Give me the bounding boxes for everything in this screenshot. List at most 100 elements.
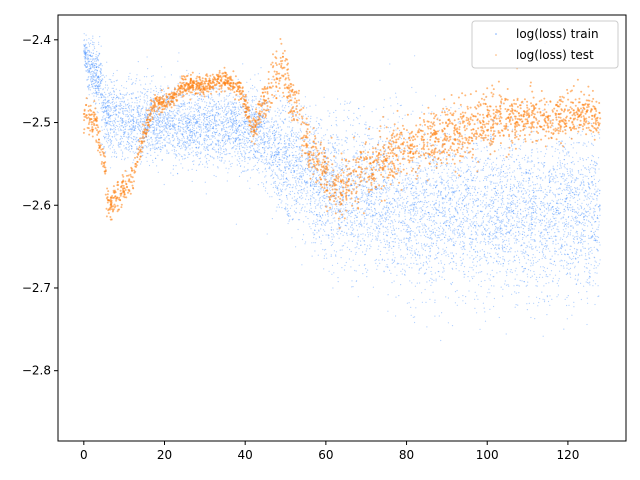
scatter-point-train (522, 249, 525, 251)
scatter-point-train (191, 152, 193, 154)
scatter-point-train (531, 214, 533, 217)
scatter-point-train (574, 267, 576, 269)
scatter-point-train (592, 164, 594, 166)
scatter-point-train (231, 132, 233, 134)
scatter-point-train (266, 156, 268, 158)
scatter-point-train (207, 94, 209, 96)
scatter-point-train (545, 175, 547, 177)
scatter-point-train (445, 246, 448, 249)
scatter-point-train (211, 99, 214, 101)
scatter-point-train (494, 193, 496, 195)
scatter-point-train (266, 121, 268, 123)
scatter-point-train (313, 131, 315, 133)
scatter-point-train (234, 155, 236, 157)
scatter-point-train (597, 195, 599, 197)
scatter-point-train (278, 131, 280, 133)
scatter-point-train (552, 227, 555, 229)
scatter-point-train (278, 115, 280, 117)
scatter-point-train (372, 146, 374, 148)
scatter-point-train (577, 178, 579, 180)
scatter-point-train (567, 226, 569, 228)
scatter-point-train (386, 181, 388, 183)
scatter-point-train (463, 194, 465, 197)
scatter-point-train (472, 222, 474, 224)
scatter-point-train (302, 139, 304, 141)
scatter-point-train (434, 299, 436, 301)
scatter-point-train (461, 230, 463, 232)
scatter-point-train (123, 126, 125, 128)
scatter-point-train (292, 186, 294, 188)
scatter-point-train (465, 205, 467, 207)
scatter-point-train (329, 222, 331, 224)
scatter-point-train (330, 203, 332, 205)
scatter-point-train (283, 171, 285, 174)
scatter-point-train (399, 150, 401, 152)
scatter-point-train (461, 192, 463, 194)
scatter-point-train (123, 145, 125, 147)
scatter-point-train (352, 286, 354, 288)
scatter-point-train (137, 118, 139, 121)
scatter-point-train (415, 210, 417, 212)
scatter-point-train (377, 236, 379, 238)
scatter-point-train (104, 107, 107, 110)
scatter-point-train (393, 259, 395, 261)
scatter-point-train (182, 136, 184, 138)
scatter-point-train (85, 54, 87, 56)
scatter-point-train (203, 119, 205, 121)
scatter-point-train (102, 99, 105, 101)
scatter-point-train (558, 193, 561, 195)
scatter-point-train (137, 110, 139, 112)
scatter-point-train (570, 161, 572, 164)
scatter-point-train (266, 117, 268, 120)
scatter-point-train (539, 208, 541, 210)
scatter-point-train (479, 180, 481, 182)
scatter-point-train (512, 187, 514, 189)
scatter-point-train (324, 194, 326, 196)
scatter-point-train (559, 270, 561, 272)
scatter-point-train (241, 106, 243, 109)
scatter-point-train (595, 185, 597, 187)
scatter-point-train (194, 101, 196, 103)
scatter-point-train (389, 202, 391, 204)
scatter-point-train (543, 267, 546, 269)
scatter-point-train (425, 225, 427, 227)
scatter-point-train (110, 129, 112, 131)
scatter-point-train (262, 161, 264, 163)
scatter-point-train (454, 216, 456, 218)
scatter-point-train (385, 211, 387, 213)
scatter-point-train (173, 150, 176, 152)
scatter-point-train (474, 165, 476, 167)
scatter-point-train (452, 230, 454, 232)
scatter-point-train (330, 177, 332, 179)
scatter-point-train (313, 185, 315, 187)
scatter-point-train (582, 234, 585, 236)
scatter-point-train (390, 127, 392, 129)
scatter-point-train (252, 106, 254, 108)
scatter-point-train (327, 219, 329, 221)
scatter-point-train (482, 221, 484, 223)
scatter-point-train (220, 121, 222, 123)
scatter-point-train (339, 168, 341, 170)
scatter-point-train (528, 213, 530, 215)
scatter-point-train (261, 126, 263, 128)
scatter-point-train (318, 178, 320, 180)
scatter-point-train (572, 156, 574, 158)
scatter-point-train (410, 240, 412, 242)
scatter-point-train (587, 193, 589, 195)
scatter-point-train (490, 207, 492, 209)
scatter-point-train (500, 236, 502, 238)
scatter-point-train (516, 200, 519, 202)
scatter-point-train (128, 143, 130, 145)
scatter-point-train (185, 114, 187, 116)
scatter-point-train (142, 121, 144, 123)
scatter-point-train (399, 239, 401, 241)
scatter-point-train (573, 219, 575, 221)
scatter-point-train (520, 191, 523, 193)
scatter-point-train (594, 162, 596, 164)
scatter-point-train (509, 210, 511, 212)
scatter-point-train (398, 242, 400, 244)
scatter-point-train (576, 248, 578, 250)
scatter-point-train (288, 139, 290, 141)
scatter-point-train (183, 105, 185, 107)
scatter-point-train (325, 195, 327, 197)
